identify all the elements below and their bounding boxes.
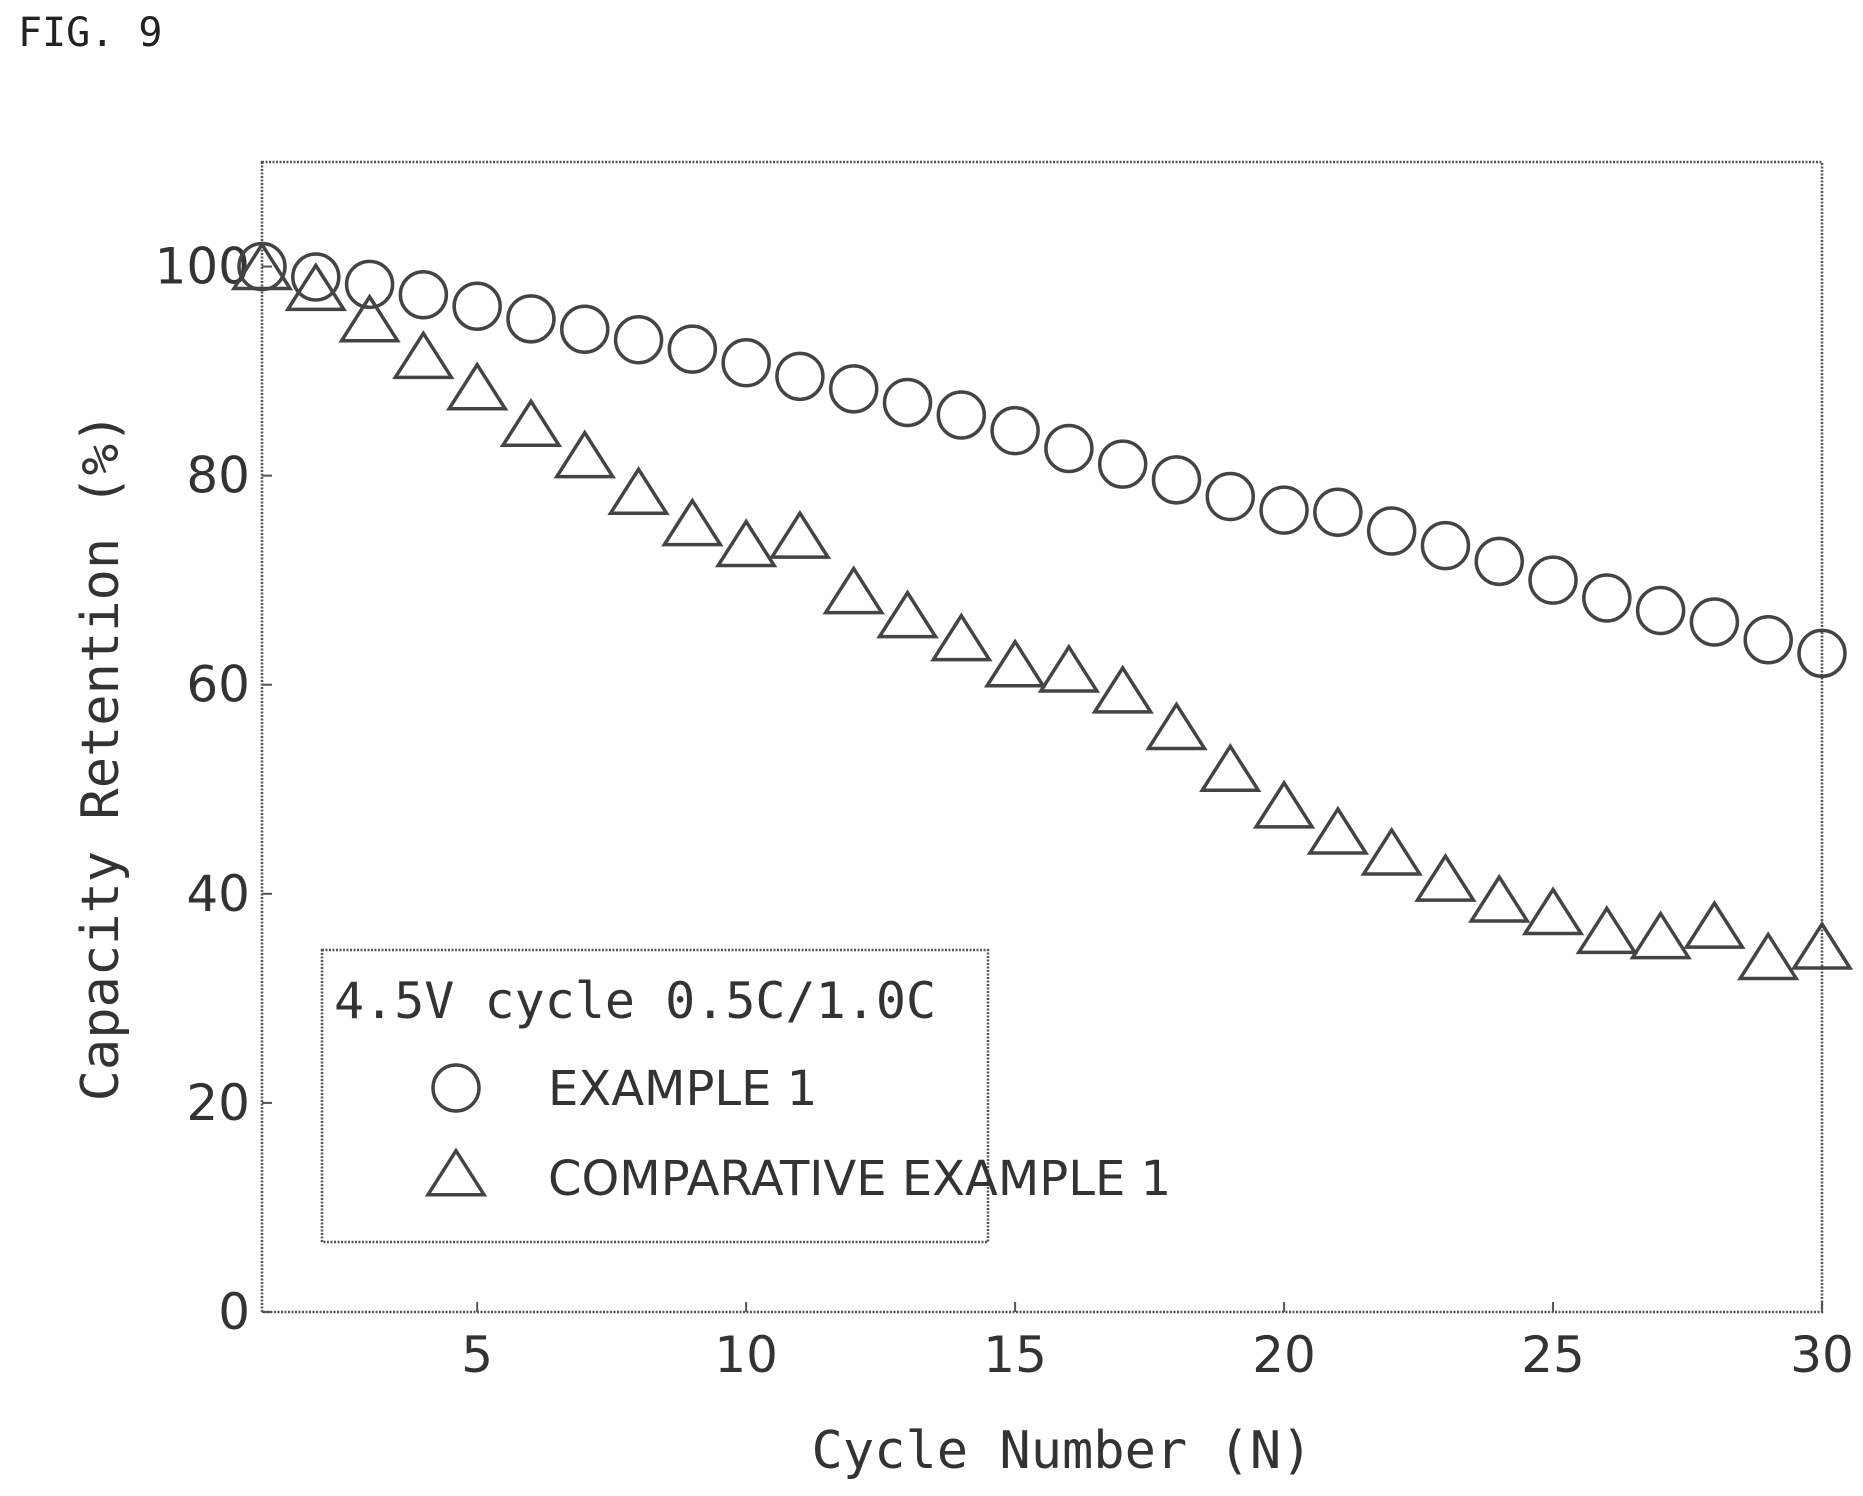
legend: 4.5V cycle 0.5C/1.0C EXAMPLE 1 COMPARATIV… xyxy=(320,948,1171,1244)
data-point-triangle xyxy=(230,241,294,291)
data-point-triangle xyxy=(445,361,509,411)
data-point-triangle xyxy=(983,638,1047,688)
plot-frame xyxy=(260,160,1824,1314)
data-point-triangle xyxy=(607,466,670,516)
data-point-circle xyxy=(1044,423,1094,474)
data-point-triangle xyxy=(661,497,724,547)
data-point-circle xyxy=(1151,455,1202,505)
legend-title: 4.5V cycle 0.5C/1.0C xyxy=(334,972,936,1030)
data-point-circle xyxy=(882,377,933,428)
data-point-circle xyxy=(1474,536,1524,587)
data-point-circle xyxy=(398,270,449,320)
data-point-triangle xyxy=(822,565,885,615)
data-point-triangle xyxy=(876,589,939,639)
data-point-triangle xyxy=(1683,899,1746,949)
data-point-triangle xyxy=(1091,664,1154,714)
figure-label: FIG. 9 xyxy=(18,10,163,56)
y-axis-label: Capacity Retention (%) xyxy=(71,413,131,1102)
legend-label: COMPARATIVE EXAMPLE 1 xyxy=(548,1151,1171,1207)
data-point-triangle xyxy=(553,429,616,479)
data-point-triangle xyxy=(1468,873,1531,923)
data-point-circle xyxy=(775,351,825,402)
data-point-triangle xyxy=(1629,910,1692,960)
x-tick-label: 10 xyxy=(714,1326,778,1384)
data-point-circle xyxy=(1313,487,1363,537)
data-point-triangle xyxy=(714,518,778,568)
data-point-triangle xyxy=(930,612,993,662)
x-axis-label: Cycle Number (N) xyxy=(812,1421,1313,1481)
data-point-circle xyxy=(667,324,718,374)
data-point-triangle xyxy=(338,293,401,343)
data-point-circle xyxy=(1528,555,1578,605)
series-2 xyxy=(230,241,1854,981)
data-point-triangle xyxy=(1360,826,1423,876)
data-point-triangle xyxy=(284,262,347,312)
x-tick-label: 20 xyxy=(1252,1326,1316,1384)
data-point-circle xyxy=(613,314,664,365)
x-tick-label: 30 xyxy=(1790,1326,1854,1384)
series-layer xyxy=(230,241,1854,981)
data-point-triangle xyxy=(1037,643,1101,693)
x-tick-label: 5 xyxy=(461,1326,493,1384)
data-point-triangle xyxy=(1737,931,1800,981)
y-tick-label: 60 xyxy=(186,656,250,714)
data-point-circle xyxy=(452,281,502,332)
data-point-circle xyxy=(828,364,879,414)
data-point-circle xyxy=(1366,506,1417,556)
data-point-triangle xyxy=(1790,920,1854,970)
data-point-circle xyxy=(1743,615,1793,665)
data-point-triangle xyxy=(1414,852,1477,902)
data-point-circle xyxy=(1259,485,1309,535)
data-point-circle xyxy=(1689,597,1740,647)
data-point-circle xyxy=(1420,520,1471,571)
x-tick-label: 15 xyxy=(983,1326,1047,1384)
data-point-triangle xyxy=(392,330,455,380)
legend-label: EXAMPLE 1 xyxy=(548,1061,817,1117)
data-point-circle xyxy=(1205,471,1256,522)
data-point-circle xyxy=(291,252,341,302)
legend-marker-circle xyxy=(431,1063,481,1113)
data-point-circle xyxy=(1797,628,1847,679)
legend-marker-triangle xyxy=(424,1147,488,1197)
data-point-circle xyxy=(721,337,771,388)
data-point-circle xyxy=(1635,585,1686,636)
y-tick-label: 80 xyxy=(186,447,250,505)
data-point-triangle xyxy=(1521,886,1585,936)
data-point-circle xyxy=(990,405,1040,456)
data-point-circle xyxy=(1582,573,1632,623)
data-point-triangle xyxy=(1252,779,1316,829)
x-tick-label: 25 xyxy=(1521,1326,1585,1384)
series-1 xyxy=(237,241,1847,679)
data-point-triangle xyxy=(1306,805,1370,855)
legend-items: EXAMPLE 1 COMPARATIVE EXAMPLE 1 xyxy=(424,1061,1171,1207)
data-point-triangle xyxy=(1575,905,1639,955)
data-point-circle xyxy=(344,259,395,310)
data-point-circle xyxy=(936,390,987,440)
data-point-triangle xyxy=(1145,701,1208,751)
data-point-circle xyxy=(1097,439,1148,489)
data-point-triangle xyxy=(768,509,832,559)
y-tick-label: 0 xyxy=(218,1283,250,1341)
y-tick-label: 20 xyxy=(186,1074,250,1132)
y-tick-label: 40 xyxy=(186,865,250,923)
data-point-triangle xyxy=(1199,743,1262,793)
data-point-circle xyxy=(560,304,610,355)
data-point-triangle xyxy=(499,398,563,448)
data-point-circle xyxy=(506,294,556,344)
